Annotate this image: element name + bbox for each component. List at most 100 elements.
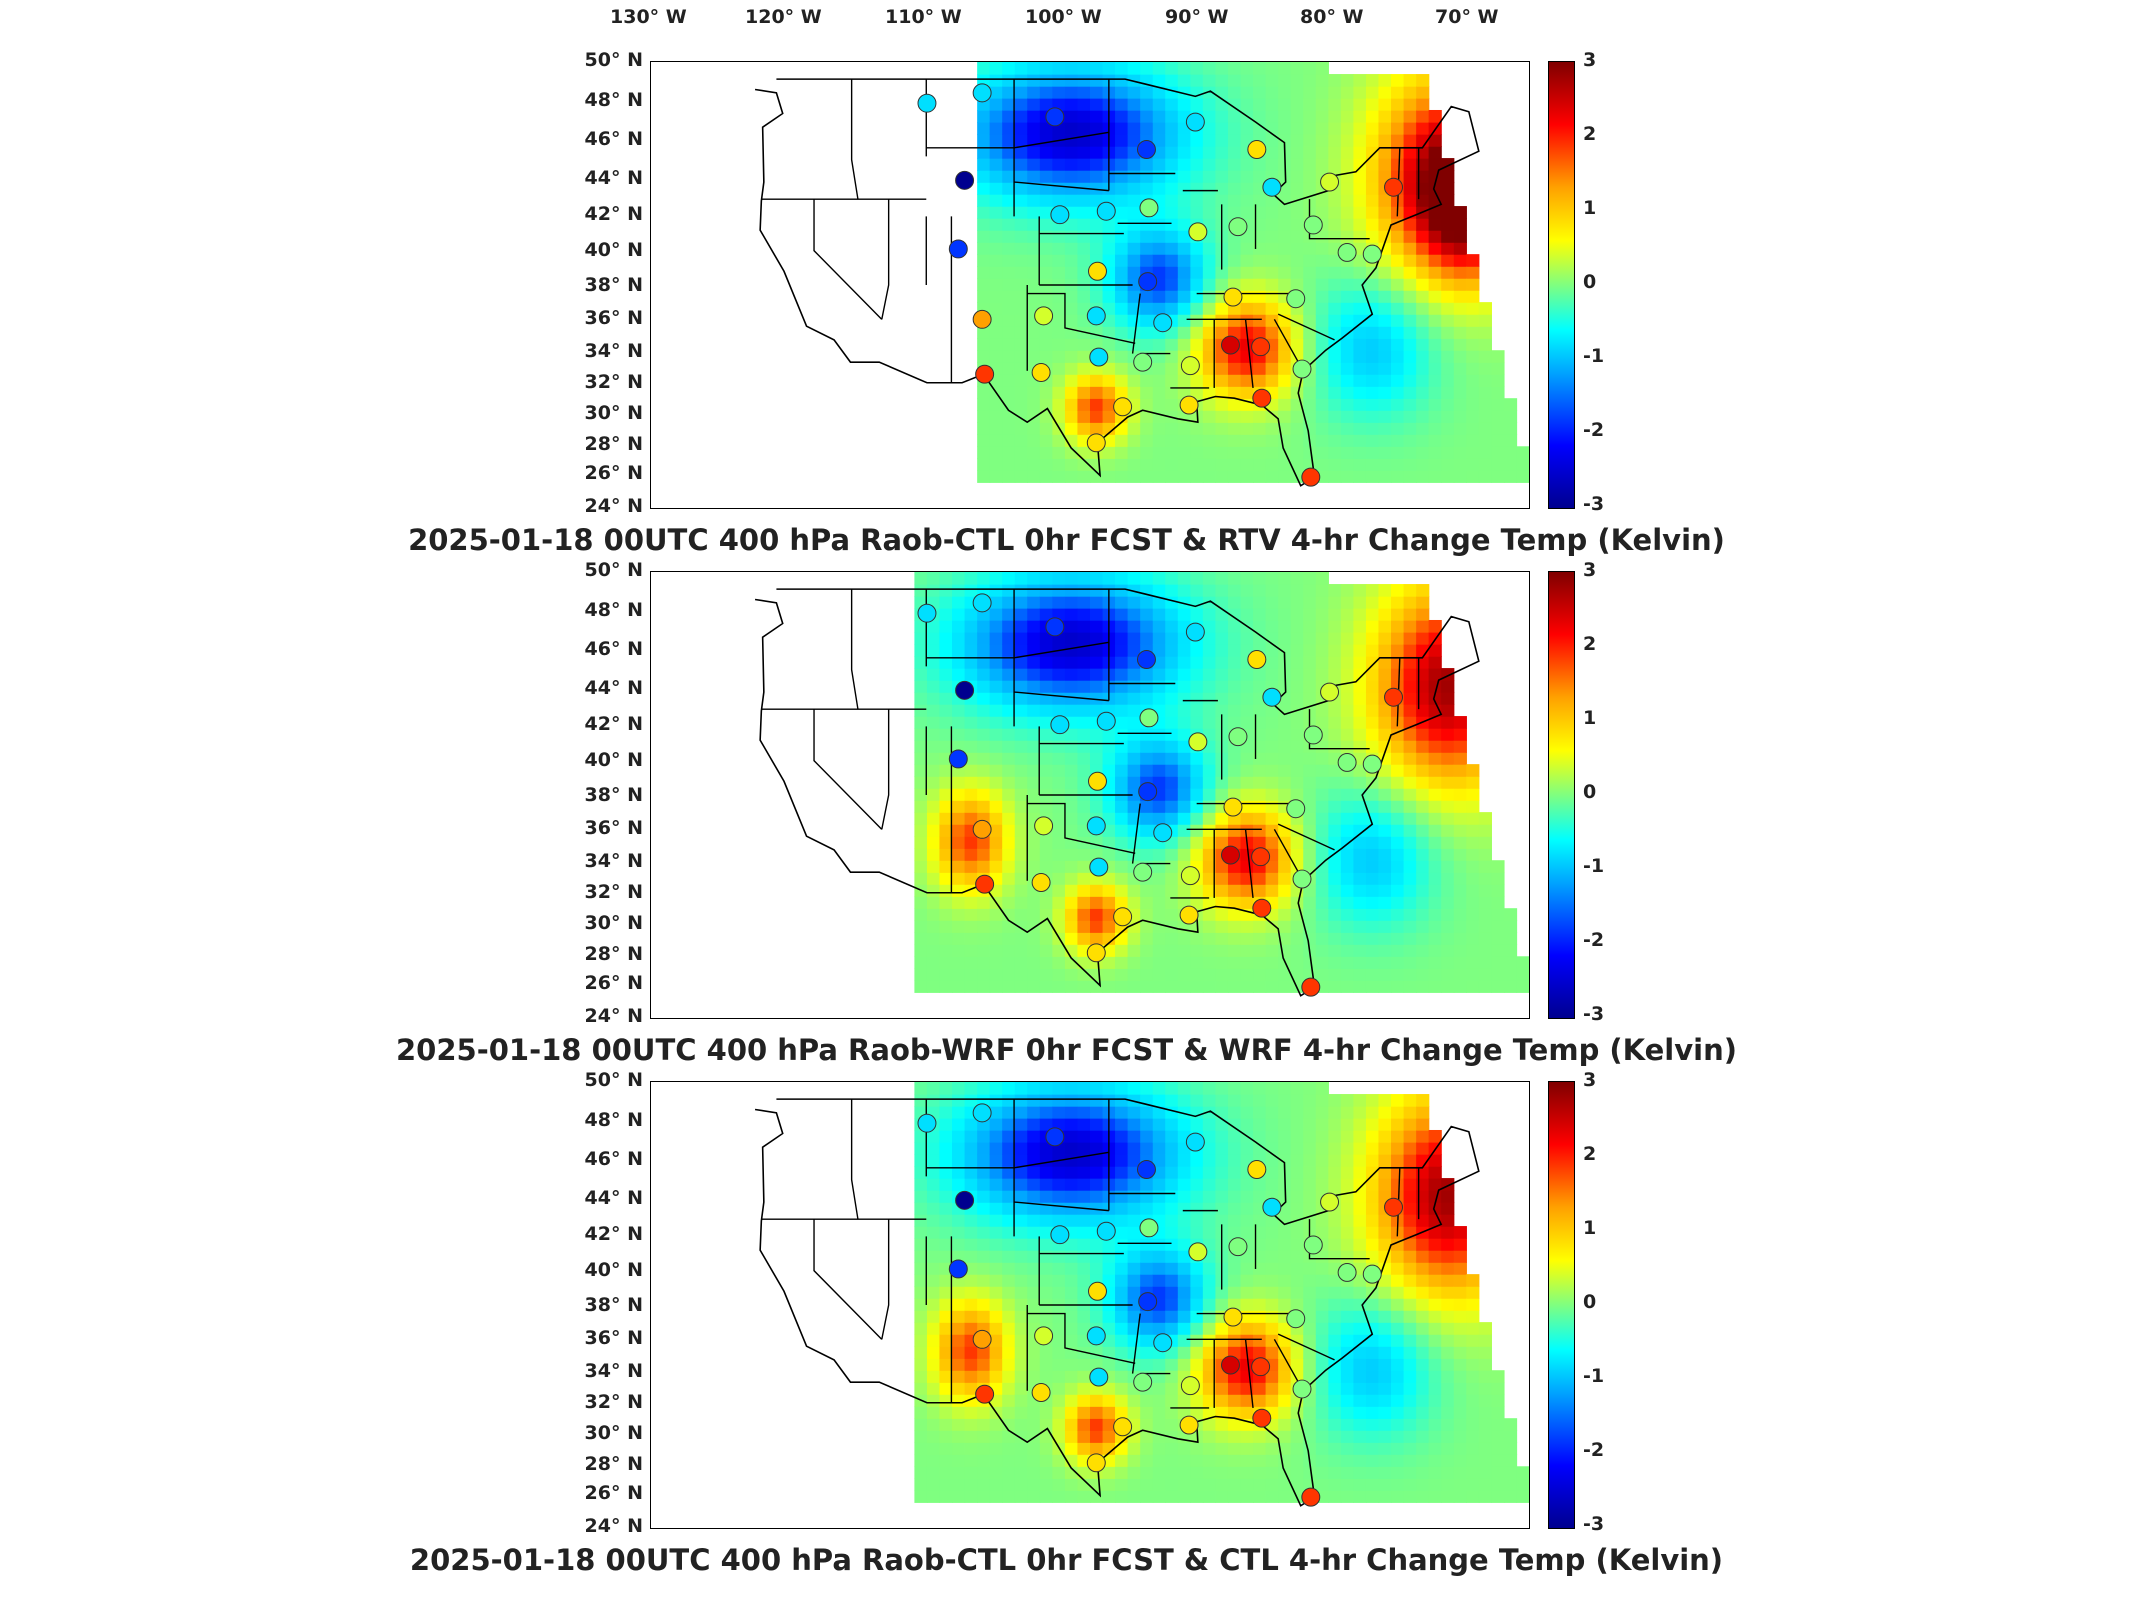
map-canvas [754,1082,1529,1507]
raob-station-marker [1045,617,1065,637]
raob-station-marker [1252,1408,1272,1428]
latitude-label: 36° N [584,307,643,329]
raob-station-marker [1228,217,1248,237]
latitude-label: 46° N [584,638,643,660]
latitude-label: 32° N [584,1391,643,1413]
raob-station-marker [1096,201,1116,221]
colorbar-tick: 3 [1583,1069,1597,1091]
latitude-label: 34° N [584,850,643,872]
state-boundary [1244,319,1254,389]
latitude-label: 44° N [584,1187,643,1209]
raob-station-marker [1286,799,1306,819]
longitude-label: 80° W [1300,6,1364,28]
temperature-field [914,572,1529,993]
state-boundary [813,199,883,320]
state-boundary [813,709,883,830]
raob-station-marker [1292,1379,1312,1399]
raob-station-marker [1089,347,1109,367]
raob-station-marker [1113,1417,1133,1437]
raob-station-marker [1086,816,1106,836]
colorbar-tick: 3 [1583,49,1597,71]
latitude-label: 32° N [584,881,643,903]
raob-station-marker [1086,1326,1106,1346]
raob-station-marker [1180,356,1200,376]
raob-station-marker [975,874,995,894]
raob-station-marker [917,93,937,113]
latitude-label: 38° N [584,274,643,296]
raob-station-marker [1113,397,1133,417]
raob-station-marker [1034,306,1054,326]
longitude-label: 90° W [1165,6,1229,28]
colorbar-tick: 0 [1583,781,1597,803]
raob-station-marker [1113,907,1133,927]
raob-station-marker [1088,261,1107,281]
raob-station-marker [955,170,975,190]
raob-station-marker [972,1329,992,1349]
latitude-label: 24° N [584,1515,643,1537]
colorbar-tick-labels: 3 2 1 0 -1 -2 -3 [1583,1069,1623,1535]
raob-station-marker [1286,289,1306,309]
longitude-label: 110° W [885,6,962,28]
state-boundary [881,709,890,830]
raob-station-marker [1138,782,1158,802]
raob-station-marker [1303,215,1323,235]
raob-station-marker [972,83,992,103]
temperature-field [977,62,1529,483]
state-boundary [1308,1219,1370,1260]
raob-station-marker [1089,1367,1109,1387]
state-boundary [1277,313,1335,341]
colorbar-tick: -1 [1583,855,1605,877]
colorbar [1548,61,1575,509]
raob-station-marker [1139,198,1159,218]
raob-station-marker [955,680,975,700]
raob-station-marker [1247,650,1267,669]
raob-station-marker [1086,1453,1106,1473]
raob-station-marker [948,239,968,259]
latitude-label: 34° N [584,340,643,362]
colorbar-tick: 2 [1583,1143,1597,1165]
latitude-axis-labels: 50° N 48° N 46° N 44° N 42° N 40° N 38° N 36° N… [570,559,645,1027]
raob-station-marker [1185,112,1205,132]
raob-station-marker [1180,1376,1200,1396]
raob-station-marker [1252,898,1272,918]
coastline [754,588,1480,997]
state-boundary [850,79,859,200]
state-boundary [813,1219,883,1340]
colorbar-tick: 2 [1583,633,1597,655]
longitude-axis-labels: 130° W 120° W 110° W 100° W 90° W 80° W 70° W [0,0,2133,40]
panel-title: 2025-01-18 00UTC 400 hPa Raob-CTL 0hr FC… [409,1543,1724,1577]
raob-station-marker [1262,687,1282,707]
colorbar-tick-labels: 3 2 1 0 -1 -2 -3 [1583,49,1623,515]
raob-station-marker [955,1190,975,1210]
raob-station-marker [1262,177,1282,197]
raob-station-marker [1179,905,1199,925]
latitude-label: 28° N [584,433,643,455]
raob-station-marker [1228,727,1248,747]
raob-station-marker [1292,359,1312,379]
latitude-label: 40° N [584,1259,643,1281]
latitude-label: 36° N [584,817,643,839]
raob-station-marker [1034,816,1054,836]
raob-station-marker [917,603,937,623]
longitude-label: 70° W [1435,6,1499,28]
raob-station-marker [1179,395,1199,415]
coastline [754,78,1480,487]
raob-station-marker [1286,1309,1306,1329]
raob-station-marker [1384,687,1403,707]
latitude-label: 48° N [584,89,643,111]
temperature-map-3 [650,1081,1530,1529]
latitude-axis-labels: 50° N 48° N 46° N 44° N 42° N 40° N 38° N 36° N… [570,49,645,517]
colorbar-tick: -1 [1583,1365,1605,1387]
state-boundary [1013,1151,1109,1169]
raob-station-marker [1247,1160,1267,1179]
map-canvas [754,62,1529,487]
state-boundary [881,1219,890,1340]
raob-station-marker [1096,1221,1116,1241]
raob-station-marker [1086,306,1106,326]
coastline [754,1098,1480,1507]
raob-station-marker [1362,754,1382,774]
latitude-label: 42° N [584,1223,643,1245]
raob-station-marker [1251,1357,1271,1377]
raob-station-marker [975,1384,995,1404]
raob-station-marker [1045,1127,1065,1147]
